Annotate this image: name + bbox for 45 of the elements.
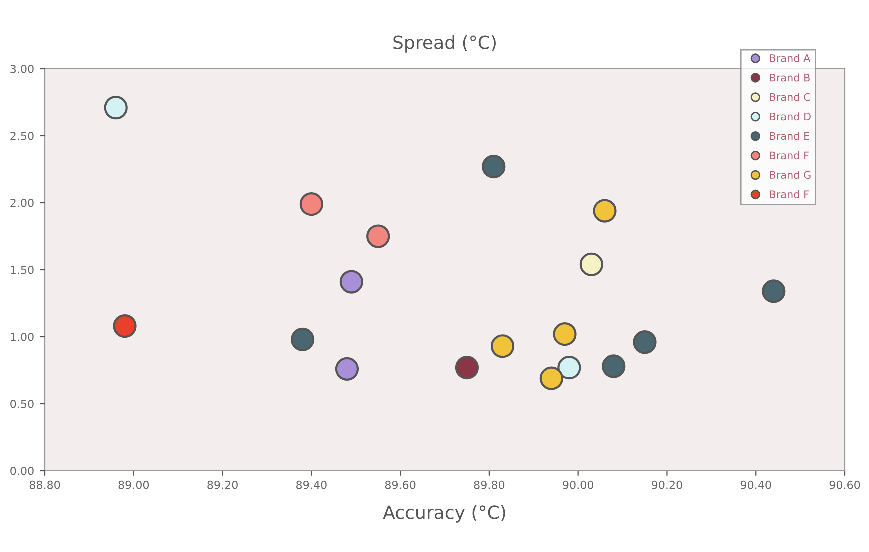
point [290, 328, 315, 352]
point [580, 252, 604, 276]
x-tick-label: 89.20 [208, 480, 238, 490]
x-tick-label: 89.60 [385, 480, 416, 490]
y-tick-label: 0.50 [10, 400, 34, 408]
y-tick-label: 2.50 [10, 132, 34, 140]
legend-label: Brand A [770, 54, 811, 62]
legend-label: Brand G [770, 170, 811, 180]
point [633, 330, 657, 354]
x-tick-label: 88.80 [30, 480, 60, 490]
point [602, 354, 626, 378]
x-tick-label: 90.40 [740, 480, 772, 490]
point [455, 356, 480, 380]
point [558, 356, 582, 380]
y-tick-label: 3.00 [10, 64, 34, 74]
x-tick-label: 89.80 [474, 480, 505, 490]
point [482, 155, 506, 179]
x-axis-title: Accuracy (°C) [383, 505, 506, 523]
point [540, 366, 564, 390]
y-axis-title: Spread (°C) [394, 35, 496, 53]
point [300, 192, 324, 216]
point [366, 224, 390, 248]
point [340, 270, 364, 294]
point [762, 280, 786, 304]
legend-label: Brand D [770, 112, 811, 121]
x-tick-label: 89.40 [296, 480, 327, 490]
point [593, 199, 617, 223]
legend-label: Brand F [770, 152, 809, 160]
point [490, 334, 515, 358]
point [113, 314, 137, 338]
x-tick-label: 90.00 [563, 480, 594, 490]
point [335, 357, 360, 381]
legend-label: Brand E [770, 132, 810, 140]
x-tick-label: 90.20 [652, 480, 682, 490]
y-tick-label: 0.00 [10, 466, 34, 476]
legend-label: Brand F [770, 190, 809, 199]
point [553, 322, 577, 346]
legend-label: Brand C [770, 93, 810, 102]
x-tick-label: 90.60 [830, 480, 860, 490]
legend-label: Brand B [770, 74, 810, 82]
y-tick-label: 1.00 [11, 332, 34, 342]
x-tick-label: 89.00 [118, 480, 150, 490]
point [104, 96, 128, 120]
y-tick-label: 1.50 [11, 266, 34, 274]
y-tick-label: 2.00 [10, 198, 34, 208]
